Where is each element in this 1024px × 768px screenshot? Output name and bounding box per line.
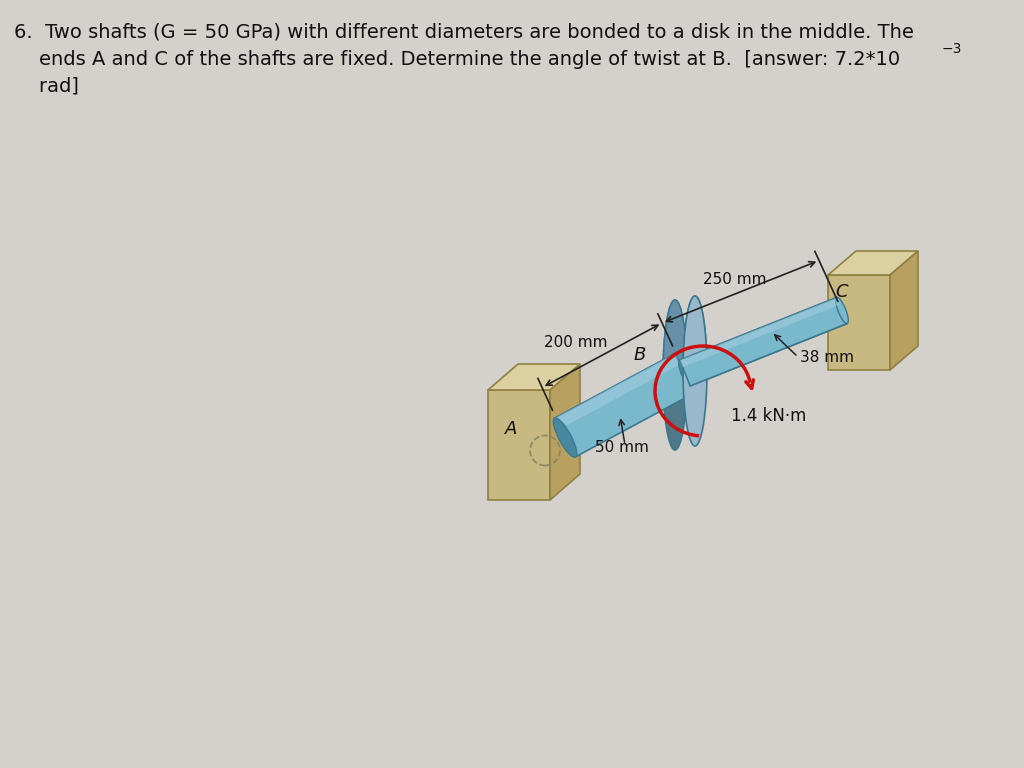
Text: ends A and C of the shafts are fixed. Determine the angle of twist at B.  [answe: ends A and C of the shafts are fixed. De…: [14, 50, 900, 69]
Ellipse shape: [836, 297, 848, 323]
Polygon shape: [890, 251, 918, 370]
Polygon shape: [488, 390, 550, 500]
Polygon shape: [555, 353, 695, 457]
Text: 1.4 kN·m: 1.4 kN·m: [731, 407, 806, 425]
Polygon shape: [555, 353, 680, 429]
Polygon shape: [828, 251, 918, 275]
Polygon shape: [488, 364, 580, 390]
Text: 50 mm: 50 mm: [595, 441, 649, 455]
Polygon shape: [663, 296, 707, 375]
Ellipse shape: [553, 418, 577, 457]
Text: B: B: [634, 346, 646, 364]
Polygon shape: [680, 297, 840, 367]
Text: rad]: rad]: [14, 77, 79, 96]
Ellipse shape: [683, 296, 707, 446]
Polygon shape: [680, 297, 847, 386]
Text: C: C: [836, 283, 848, 301]
Text: A: A: [506, 419, 518, 438]
Ellipse shape: [679, 360, 691, 386]
Text: 38 mm: 38 mm: [800, 350, 854, 366]
Polygon shape: [680, 297, 840, 367]
Polygon shape: [680, 297, 847, 386]
Ellipse shape: [663, 300, 687, 450]
Text: −3: −3: [942, 42, 963, 56]
Text: 250 mm: 250 mm: [703, 272, 767, 286]
Text: 200 mm: 200 mm: [545, 335, 608, 350]
Text: 6.  Two shafts (G = 50 GPa) with different diameters are bonded to a disk in the: 6. Two shafts (G = 50 GPa) with differen…: [14, 23, 913, 42]
Polygon shape: [828, 275, 890, 370]
Polygon shape: [550, 364, 580, 500]
